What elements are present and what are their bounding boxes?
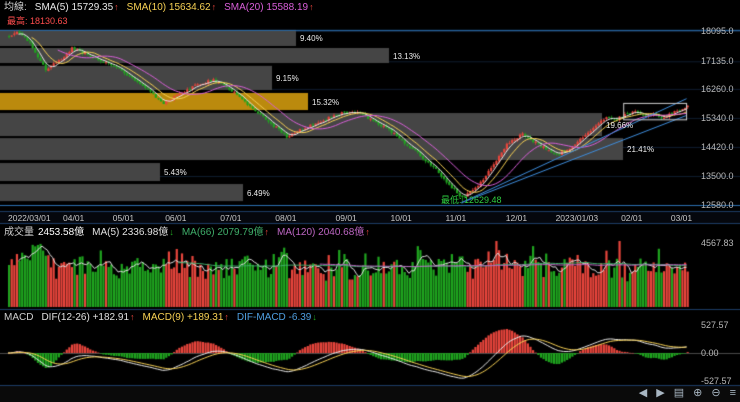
volume-profile-percent-label: 13.13% — [393, 51, 421, 61]
macd-tick-label: -527.57 — [701, 376, 732, 386]
price-tick-label: 18095.0 — [701, 26, 734, 36]
zoom-in-icon[interactable]: ⊕ — [693, 387, 703, 399]
price-tick-label: 12580.0 — [701, 200, 734, 210]
date-tick-label: 2022/03/01 — [8, 213, 51, 223]
price-tick-label: 13500.0 — [701, 170, 734, 181]
date-tick-label: 11/01 — [445, 213, 467, 223]
volume-profile-percent-label: 21.41% — [627, 145, 655, 155]
zoom-out-icon[interactable]: ⊖ — [711, 387, 721, 399]
menu-icon[interactable]: ≡ — [729, 387, 736, 399]
date-tick-label: 2023/01/03 — [555, 213, 599, 223]
pan-left-icon[interactable]: ◀ — [638, 387, 648, 399]
date-tick-label: 02/01 — [621, 213, 643, 223]
macd-tick-label: 0.00 — [701, 348, 719, 358]
pan-right-icon[interactable]: ▶ — [656, 387, 665, 399]
volume-profile-percent-label: 19.66% — [606, 120, 634, 130]
date-tick-label: 04/01 — [63, 213, 85, 223]
date-tick-label: 12/01 — [505, 213, 528, 223]
volume-profile-percent-label: 5.43% — [164, 168, 187, 178]
volume-profile-percent-label: 6.49% — [247, 188, 270, 198]
date-tick-label: 08/01 — [275, 213, 297, 223]
date-tick-label: 10/01 — [390, 213, 412, 223]
date-tick-label: 07/01 — [220, 213, 242, 223]
price-tick-label: 17135.0 — [701, 56, 734, 67]
date-tick-label: 06/01 — [165, 213, 187, 223]
price-tick-label: 14420.0 — [701, 141, 734, 152]
price-tick-label: 16260.0 — [701, 83, 734, 94]
chart-toolbar: ◀ ▶ ▤ ⊕ ⊖ ≡ — [639, 387, 736, 400]
volume-profile-percent-label: 9.15% — [276, 73, 299, 83]
volume-profile-percent-label: 15.32% — [312, 97, 340, 107]
volume-profile-percent-label: 9.40% — [300, 33, 323, 43]
macd-tick-label: 527.57 — [701, 320, 729, 330]
date-tick-label: 05/01 — [112, 213, 135, 223]
date-tick-label: 09/01 — [335, 213, 357, 223]
price-tick-label: 15340.0 — [701, 112, 734, 123]
print-icon[interactable]: ▤ — [673, 387, 685, 399]
date-tick-label: 03/01 — [670, 213, 693, 223]
